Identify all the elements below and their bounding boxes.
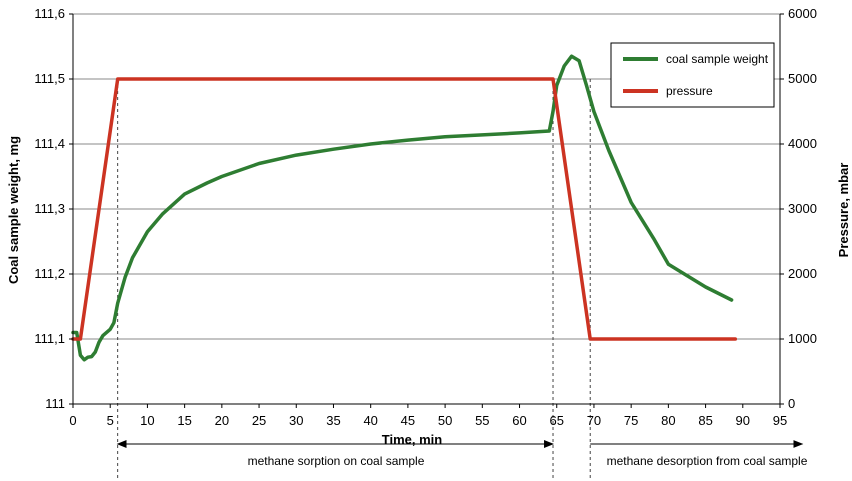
x-tick-label: 20 bbox=[215, 413, 229, 428]
x-tick-label: 45 bbox=[401, 413, 415, 428]
x-tick-label: 5 bbox=[107, 413, 114, 428]
y-right-tick-label: 0 bbox=[788, 396, 795, 411]
y-left-axis-title: Coal sample weight, mg bbox=[6, 136, 21, 284]
legend-label-pressure: pressure bbox=[666, 84, 713, 98]
y-left-tick-label: 111,1 bbox=[34, 331, 65, 346]
x-tick-label: 30 bbox=[289, 413, 303, 428]
x-tick-label: 70 bbox=[587, 413, 601, 428]
x-tick-label: 55 bbox=[475, 413, 489, 428]
x-axis-title: Time, min bbox=[382, 432, 443, 447]
axes bbox=[69, 13, 784, 408]
x-tick-label: 40 bbox=[363, 413, 377, 428]
y-right-tick-label: 2000 bbox=[788, 266, 817, 281]
x-tick-label: 50 bbox=[438, 413, 452, 428]
legend-box bbox=[610, 42, 775, 108]
y-right-tick-label: 4000 bbox=[788, 136, 817, 151]
y-right-axis-title: Pressure, mbar bbox=[836, 163, 851, 258]
series-line-coal-weight bbox=[71, 54, 734, 362]
y-left-tick-label: 111,5 bbox=[34, 71, 65, 86]
x-tick-label: 90 bbox=[736, 413, 750, 428]
x-tick-label: 35 bbox=[326, 413, 340, 428]
x-tick-label: 75 bbox=[624, 413, 638, 428]
annotation-desorption-label: methane desorption from coal sample bbox=[607, 454, 808, 468]
annotation-sorption-label: methane sorption on coal sample bbox=[248, 454, 425, 468]
x-tick-label: 95 bbox=[773, 413, 787, 428]
legend-label-coal-weight: coal sample weight bbox=[666, 52, 769, 66]
y-left-tick-label: 111,3 bbox=[34, 201, 65, 216]
x-tick-label: 25 bbox=[252, 413, 266, 428]
series-layer bbox=[71, 54, 738, 362]
tick-labels: 111 0 111,1 1000 111,2 2000 111,3 3000 111,4 4000… bbox=[34, 6, 817, 428]
y-left-tick-label: 111,6 bbox=[34, 6, 65, 21]
x-tick-label: 10 bbox=[140, 413, 154, 428]
x-tick-label: 65 bbox=[550, 413, 564, 428]
legend: coal sample weight pressure bbox=[610, 42, 775, 108]
y-right-tick-label: 3000 bbox=[788, 201, 817, 216]
y-right-tick-label: 1000 bbox=[788, 331, 817, 346]
y-left-tick-label: 111 bbox=[45, 396, 65, 411]
x-tick-label: 80 bbox=[661, 413, 675, 428]
x-tick-label: 0 bbox=[69, 413, 76, 428]
series-line-pressure bbox=[71, 77, 738, 341]
y-left-tick-label: 111,4 bbox=[34, 136, 65, 151]
phase-annotations: methane sorption on coal sample methane … bbox=[116, 440, 808, 468]
y-right-tick-label: 5000 bbox=[788, 71, 817, 86]
x-tick-label: 15 bbox=[177, 413, 191, 428]
phase-marker-lines bbox=[117, 79, 591, 481]
y-left-tick-label: 111,2 bbox=[34, 266, 65, 281]
x-tick-label: 60 bbox=[512, 413, 526, 428]
x-tick-label: 85 bbox=[698, 413, 712, 428]
y-right-tick-label: 6000 bbox=[788, 6, 817, 21]
